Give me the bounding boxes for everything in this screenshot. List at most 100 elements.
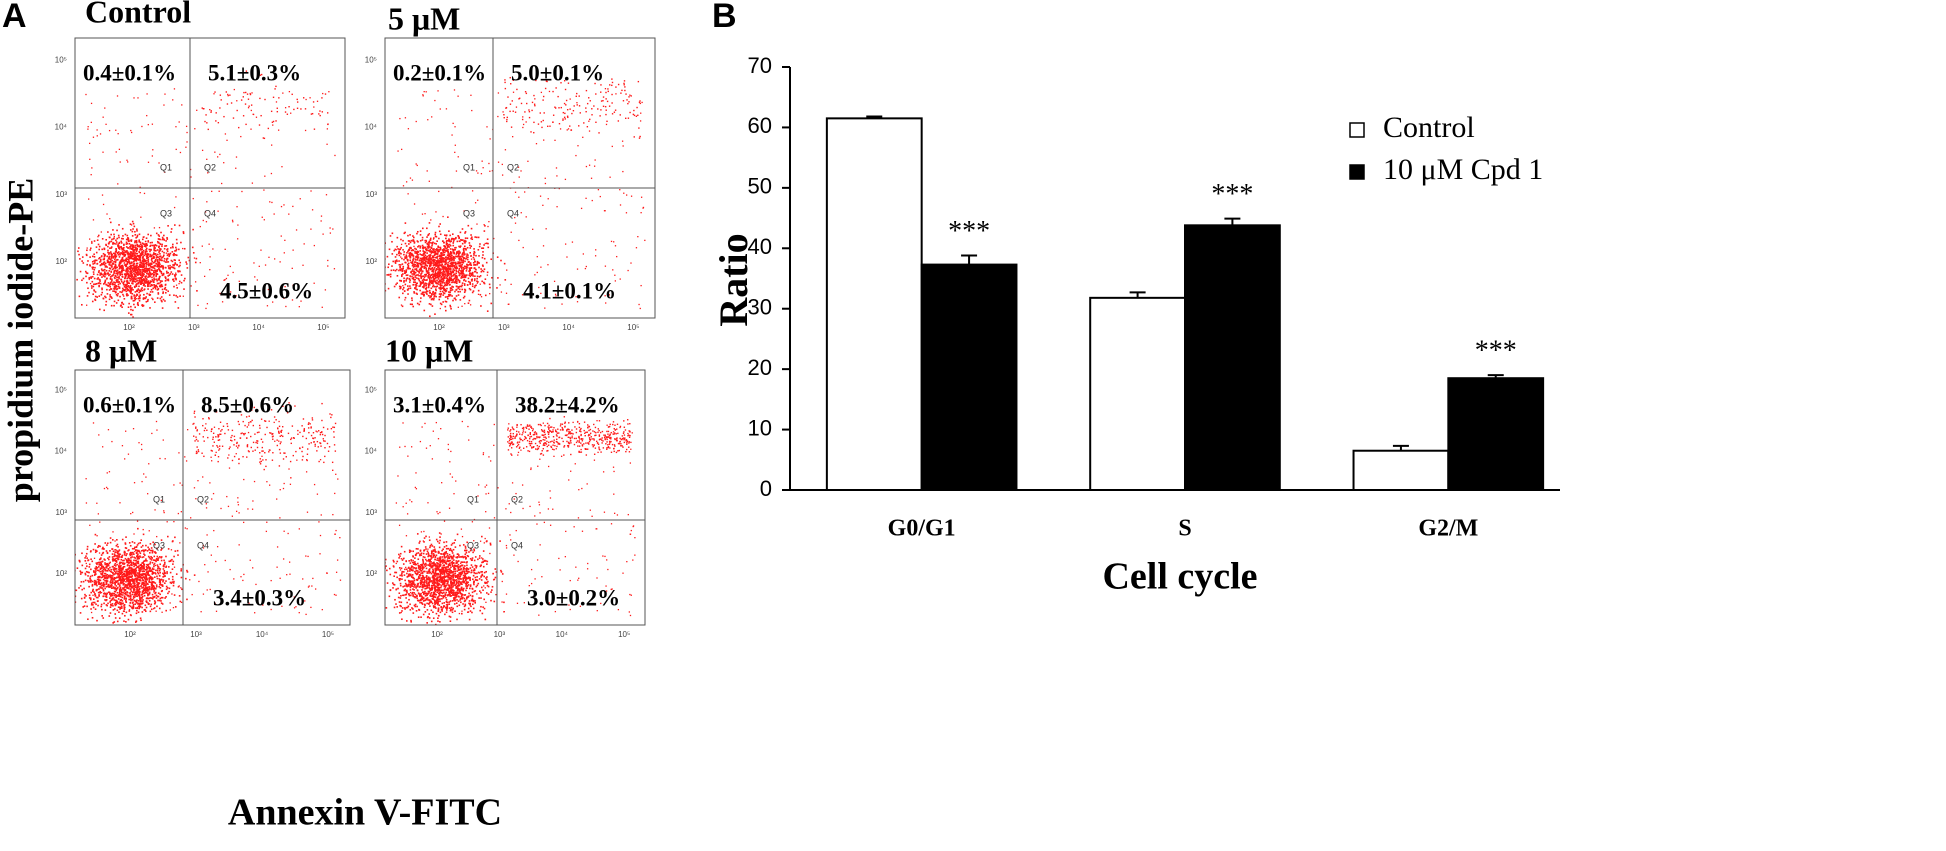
event-dot xyxy=(127,281,129,283)
event-dot xyxy=(179,225,181,227)
event-dot xyxy=(426,236,428,238)
event-dot xyxy=(431,287,433,289)
event-dot xyxy=(445,256,447,258)
event-dot xyxy=(110,278,112,280)
event-dot xyxy=(153,252,155,254)
event-dot xyxy=(190,176,191,177)
event-dot xyxy=(165,292,167,294)
event-dot xyxy=(186,263,188,265)
event-dot xyxy=(194,574,196,576)
event-dot xyxy=(439,262,441,264)
event-dot xyxy=(477,200,478,201)
event-dot xyxy=(388,288,390,290)
event-dot xyxy=(145,277,147,279)
event-dot xyxy=(429,255,431,257)
event-dot xyxy=(481,247,483,249)
event-dot xyxy=(468,261,470,263)
event-dot xyxy=(116,302,118,304)
event-dot xyxy=(187,267,189,269)
event-dot xyxy=(143,273,145,275)
event-dot xyxy=(128,306,130,308)
event-dot xyxy=(131,298,133,300)
event-dot xyxy=(482,264,484,266)
event-dot xyxy=(540,267,541,268)
event-dot xyxy=(424,240,426,242)
event-dot xyxy=(164,276,166,278)
event-dot xyxy=(166,271,168,273)
event-dot xyxy=(321,220,322,221)
event-dot xyxy=(179,121,180,122)
event-dot xyxy=(497,256,499,258)
event-dot xyxy=(114,595,116,597)
event-dot xyxy=(146,281,148,283)
event-dot xyxy=(426,91,427,92)
event-dot xyxy=(94,256,96,258)
event-dot xyxy=(173,280,175,282)
event-dot xyxy=(327,265,328,266)
event-dot xyxy=(105,239,107,241)
event-dot xyxy=(447,284,449,286)
y-tick-label: 10³ xyxy=(55,190,67,199)
event-dot xyxy=(152,288,154,290)
event-dot xyxy=(105,569,107,571)
event-dot xyxy=(209,256,210,257)
event-dot xyxy=(142,261,144,263)
event-dot xyxy=(426,249,428,251)
event-dot xyxy=(112,556,114,558)
event-dot xyxy=(81,552,83,554)
event-dot xyxy=(163,299,165,301)
event-dot xyxy=(115,270,117,272)
event-dot xyxy=(447,265,449,267)
event-dot xyxy=(164,288,166,290)
event-dot xyxy=(289,91,290,92)
event-dot xyxy=(462,260,464,262)
event-dot xyxy=(577,145,578,146)
event-dot xyxy=(522,119,523,120)
event-dot xyxy=(109,577,111,579)
event-dot xyxy=(87,128,88,129)
event-dot xyxy=(414,268,416,270)
event-dot xyxy=(428,250,430,252)
event-dot xyxy=(465,241,467,243)
event-dot xyxy=(566,256,567,257)
event-dot xyxy=(110,283,112,285)
event-dot xyxy=(437,262,439,264)
event-dot xyxy=(148,124,149,125)
event-dot xyxy=(448,238,450,240)
event-dot xyxy=(123,244,125,246)
event-dot xyxy=(430,304,432,306)
event-dot xyxy=(429,315,431,317)
event-dot xyxy=(448,244,450,246)
event-dot xyxy=(156,586,158,588)
event-dot xyxy=(113,271,115,273)
event-dot xyxy=(205,114,206,115)
event-dot xyxy=(420,240,422,242)
event-dot xyxy=(482,167,483,168)
event-dot xyxy=(92,617,94,619)
event-dot xyxy=(162,268,164,270)
event-dot xyxy=(145,282,147,284)
event-dot xyxy=(91,241,92,242)
event-dot xyxy=(424,251,426,253)
event-dot xyxy=(143,298,145,300)
event-dot xyxy=(232,272,233,273)
event-dot xyxy=(155,259,157,261)
event-dot xyxy=(477,172,478,173)
event-dot xyxy=(158,293,160,295)
event-dot xyxy=(126,160,127,161)
event-dot xyxy=(481,173,482,174)
event-dot xyxy=(202,107,203,108)
event-dot xyxy=(600,109,601,110)
event-dot xyxy=(414,265,416,267)
event-dot xyxy=(444,252,446,254)
event-dot xyxy=(123,284,125,286)
event-dot xyxy=(118,281,120,283)
event-dot xyxy=(451,282,453,284)
event-dot xyxy=(98,235,100,237)
event-dot xyxy=(460,245,462,247)
event-dot xyxy=(110,542,112,544)
event-dot xyxy=(98,295,100,297)
event-dot xyxy=(397,275,399,277)
event-dot xyxy=(450,260,452,262)
event-dot xyxy=(401,244,402,245)
